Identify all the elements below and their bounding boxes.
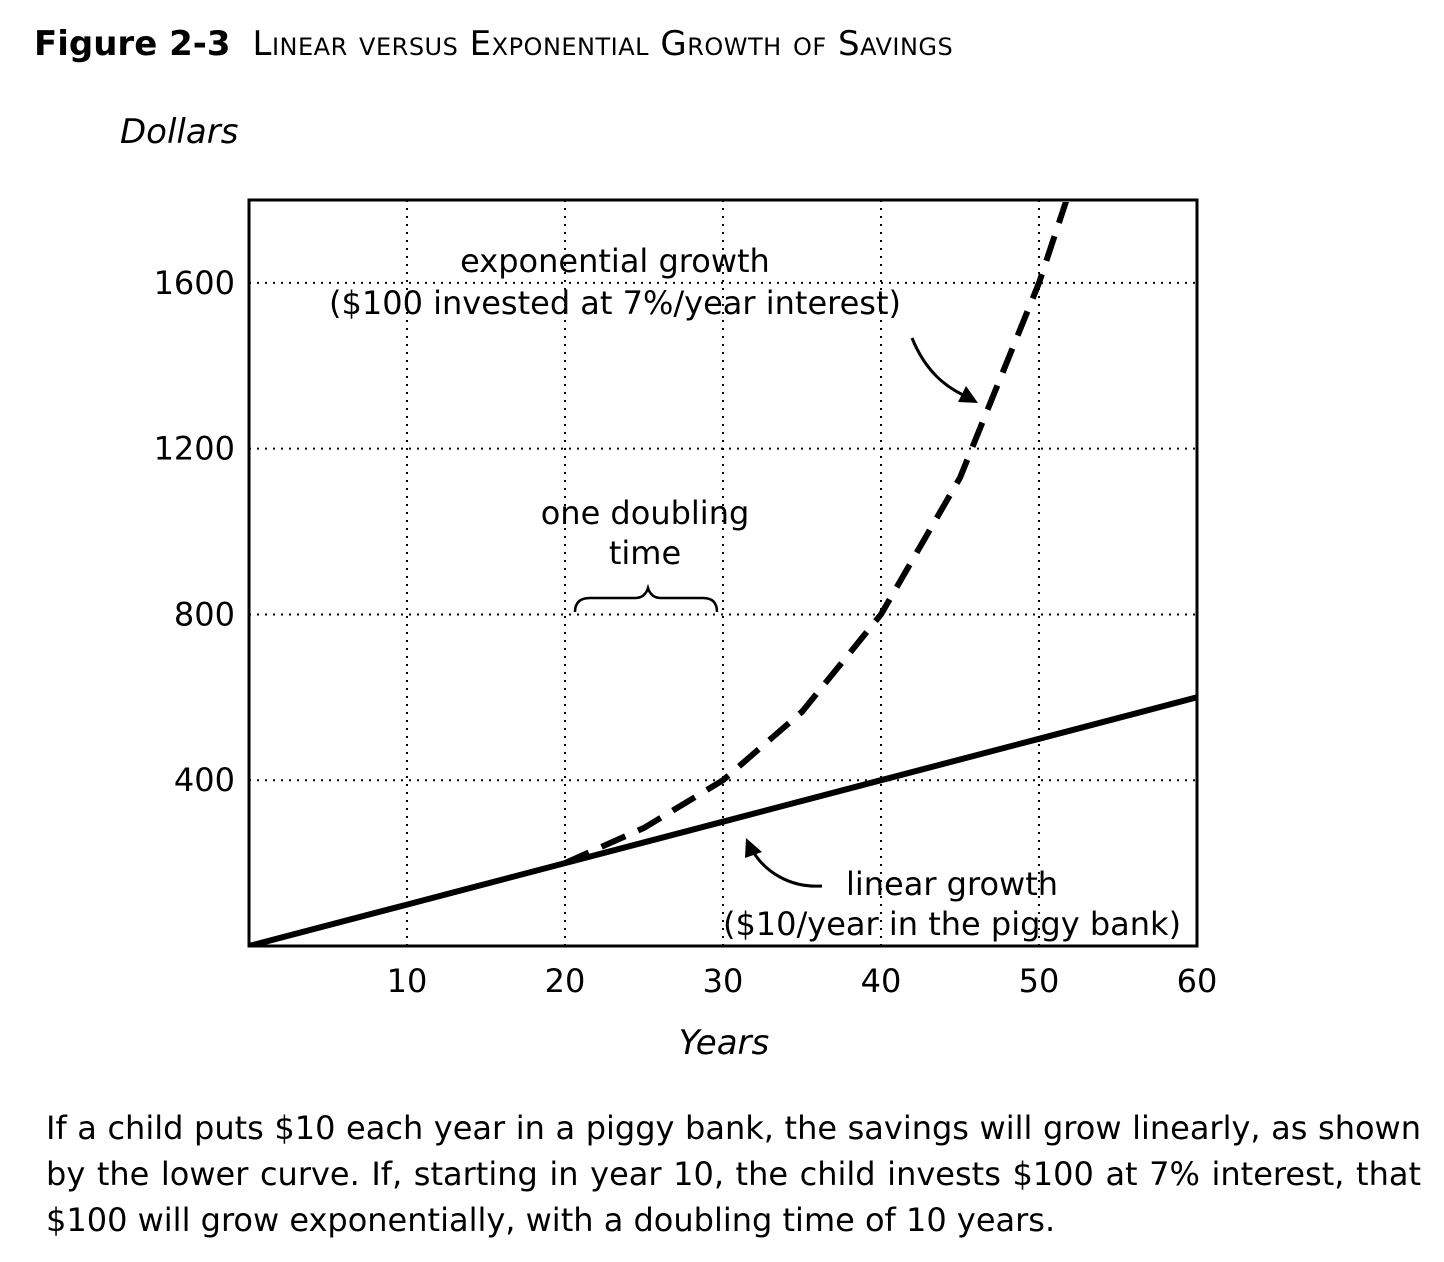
x-axis-label: Years [679, 1023, 769, 1063]
y-tick-label: 400 [174, 761, 235, 799]
exponential-growth-line [563, 202, 1069, 866]
doubling-label-line2: time [609, 534, 681, 572]
exponential-label-line1: exponential growth [460, 242, 770, 280]
y-tick-label: 1200 [154, 430, 235, 468]
y-tick-label: 1600 [154, 264, 235, 302]
linear-label-line2: ($10/year in the piggy bank) [723, 905, 1181, 943]
linear-arrowhead [745, 838, 762, 858]
exponential-arrow [910, 337, 971, 400]
chart: 10 20 30 40 50 60 400 800 1200 1600 Dollars Years… [120, 112, 1218, 1063]
doubling-label-line1: one doubling [541, 494, 750, 532]
tick-labels: 10 20 30 40 50 60 400 800 1200 1600 [154, 264, 1218, 1000]
x-tick-label: 60 [1177, 962, 1218, 1000]
x-tick-label: 20 [545, 962, 586, 1000]
series-group [249, 202, 1197, 946]
figure-caption: If a child puts $10 each year in a piggy… [46, 1109, 1421, 1239]
linear-label-line1: linear growth [846, 865, 1058, 903]
doubling-brace [573, 583, 719, 613]
x-tick-label: 40 [861, 962, 902, 1000]
plot-frame [247, 198, 1199, 948]
exponential-arrowhead [958, 386, 978, 403]
y-tick-label: 800 [174, 595, 235, 633]
linear-growth-line [249, 694, 1197, 946]
y-axis-label: Dollars [120, 112, 238, 152]
exponential-label-line2: ($100 invested at 7%/year interest) [329, 284, 901, 322]
x-tick-label: 10 [387, 962, 428, 1000]
x-tick-label: 30 [703, 962, 744, 1000]
x-tick-label: 50 [1019, 962, 1060, 1000]
figure-name: Linear versus Exponential Growth of Savi… [252, 24, 954, 64]
figure-number: Figure 2-3 [34, 24, 231, 64]
linear-arrow [750, 849, 823, 888]
figure-title: Figure 2-3 Linear versus Exponential Grow… [34, 24, 953, 64]
